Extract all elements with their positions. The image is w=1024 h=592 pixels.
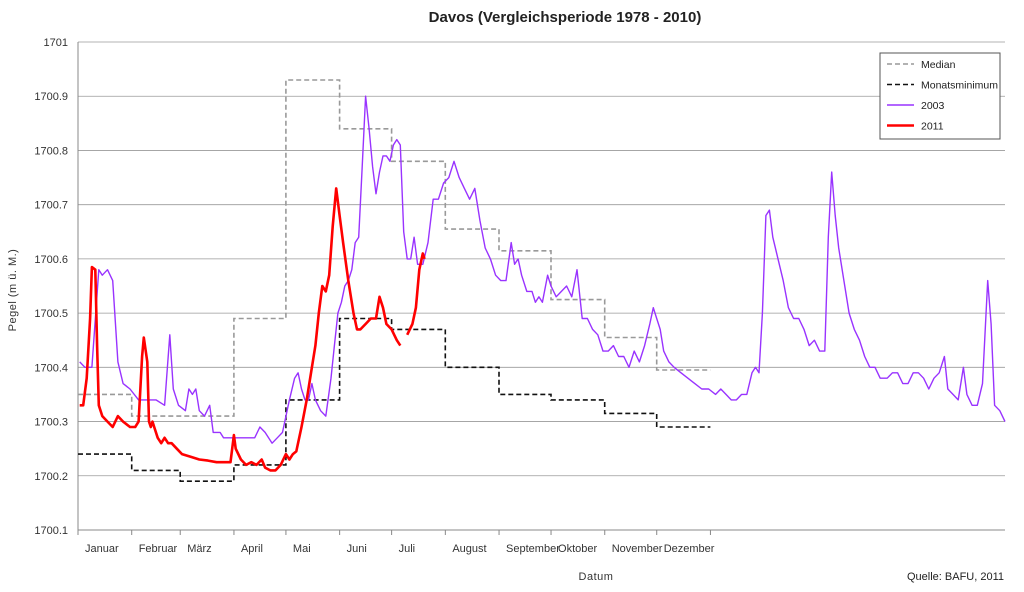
x-tick-label: März <box>187 543 211 555</box>
x-tick-label: November <box>612 543 663 555</box>
x-tick-label: Februar <box>139 543 178 555</box>
y-tick-label: 1701 <box>44 37 68 49</box>
gridlines <box>78 41 1005 531</box>
x-axis-title: Datum <box>579 571 614 583</box>
series-line-median <box>78 79 711 417</box>
x-tick-label: Dezember <box>664 543 715 555</box>
series-line-2011 <box>79 187 426 472</box>
y-tick-label: 1700.9 <box>34 91 68 103</box>
legend-label-2011: 2011 <box>921 121 944 133</box>
legend-label-monatsminimum: Monatsminimum <box>921 80 998 92</box>
y-tick-label: 1700.2 <box>34 471 68 483</box>
y-tick-label: 1700.3 <box>34 417 68 429</box>
y-tick-label: 1700.5 <box>34 308 68 320</box>
x-tick-label: Juni <box>347 543 367 555</box>
y-tick-label: 1700.7 <box>34 200 68 212</box>
legend-label-median: Median <box>921 59 956 71</box>
x-tick-label: Juli <box>399 543 416 555</box>
x-tick-label: Oktober <box>558 543 597 555</box>
x-tick-label: August <box>452 543 486 555</box>
y-tick-label: 1700.8 <box>34 145 68 157</box>
legend: Median Monatsminimum 2003 2011 <box>879 52 1001 140</box>
y-tick-label: 1700.6 <box>34 254 68 266</box>
source-note: Quelle: BAFU, 2011 <box>906 571 1004 583</box>
y-axis-title: Pegel (m ü. M.) <box>7 249 19 332</box>
y-tick-label: 1700.4 <box>34 362 68 374</box>
x-tick-label: September <box>506 543 560 555</box>
series-lines <box>78 79 1006 482</box>
chart-title: Davos (Vergleichsperiode 1978 - 2010) <box>428 9 702 26</box>
axes: 1700.1 1700.2 1700.3 1700.4 1700.5 1700.6 1700… <box>34 37 1005 555</box>
x-tick-label: April <box>241 543 263 555</box>
x-tick-label: Januar <box>85 543 119 555</box>
series-line-2003 <box>79 95 1006 444</box>
x-tick-label: Mai <box>293 543 311 555</box>
series-line-monatsminimum <box>78 317 711 482</box>
y-tick-label: 1700.1 <box>34 525 68 537</box>
legend-label-2003: 2003 <box>921 100 945 112</box>
